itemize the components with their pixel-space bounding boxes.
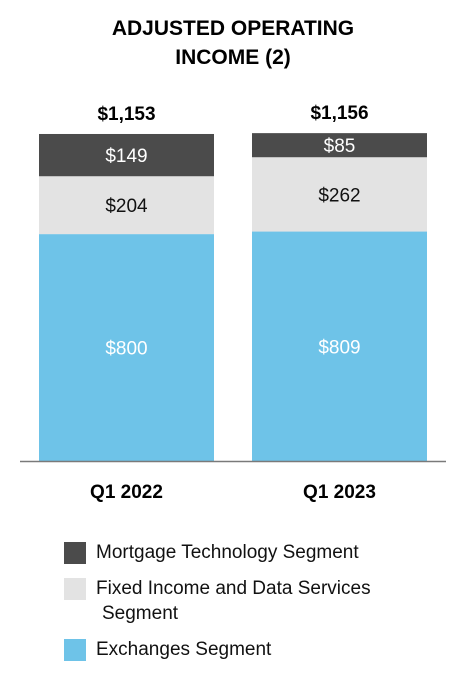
bar-q1-2023-exchanges-segment [252, 231, 427, 461]
legend-label-exchanges-line-1: Exchanges Segment [96, 639, 272, 660]
category-label-q1-2023: Q1 2023 [303, 482, 376, 503]
legend-label-mortgage-technology-line-1: Mortgage Technology Segment [96, 542, 359, 563]
legend-label-mortgage-technology: Mortgage Technology Segment [96, 540, 371, 565]
data-label-q1-2023-exchanges-segment: $809 [318, 337, 360, 358]
data-label-q1-2022-mortgage-technology-segment: $149 [105, 146, 147, 167]
chart-title: ADJUSTED OPERATING INCOME (2) [0, 14, 466, 72]
bar-q1-2022-mortgage-technology-segment [39, 133, 214, 177]
legend-label-exchanges: Exchanges Segment [96, 637, 371, 662]
bar-q1-2022-fixed-income-and-data-services-segment [39, 176, 214, 235]
legend-item-fixed-income: Fixed Income and Data Services Segment [64, 576, 371, 626]
legend-swatch-fixed-income [64, 578, 86, 600]
chart-legend: Mortgage Technology Segment Fixed Income… [64, 540, 371, 673]
bar-q1-2023-mortgage-technology-segment [252, 133, 427, 158]
legend-swatch-exchanges [64, 639, 86, 661]
legend-item-mortgage-technology: Mortgage Technology Segment [64, 540, 371, 565]
data-label-q1-2023-fixed-income-and-data-services-segment: $262 [318, 185, 360, 206]
data-label-q1-2023-mortgage-technology-segment: $85 [324, 136, 356, 157]
data-label-q1-2022-exchanges-segment: $800 [105, 339, 147, 360]
bar-q1-2022-exchanges-segment [39, 234, 214, 461]
total-label-q1-2022: $1,153 [97, 104, 155, 125]
legend-label-fixed-income-line-1: Fixed Income and Data Services [96, 578, 371, 599]
legend-item-exchanges: Exchanges Segment [64, 637, 371, 662]
legend-label-fixed-income: Fixed Income and Data Services Segment [96, 576, 371, 626]
chart-title-line-2: INCOME (2) [175, 46, 291, 69]
stacked-bar-chart: $800 $204 $149 $1,153 Q1 2022 $809 $262 $85 $1,1… [20, 103, 446, 503]
legend-swatch-mortgage-technology [64, 542, 86, 564]
legend-label-fixed-income-line-2: Segment [102, 603, 179, 624]
chart-title-line-1: ADJUSTED OPERATING [111, 17, 355, 40]
bar-q1-2023-fixed-income-and-data-services-segment [252, 157, 427, 232]
data-label-q1-2022-fixed-income-and-data-services-segment: $204 [105, 196, 148, 217]
category-label-q1-2022: Q1 2022 [90, 482, 163, 503]
total-label-q1-2023: $1,156 [310, 103, 368, 124]
